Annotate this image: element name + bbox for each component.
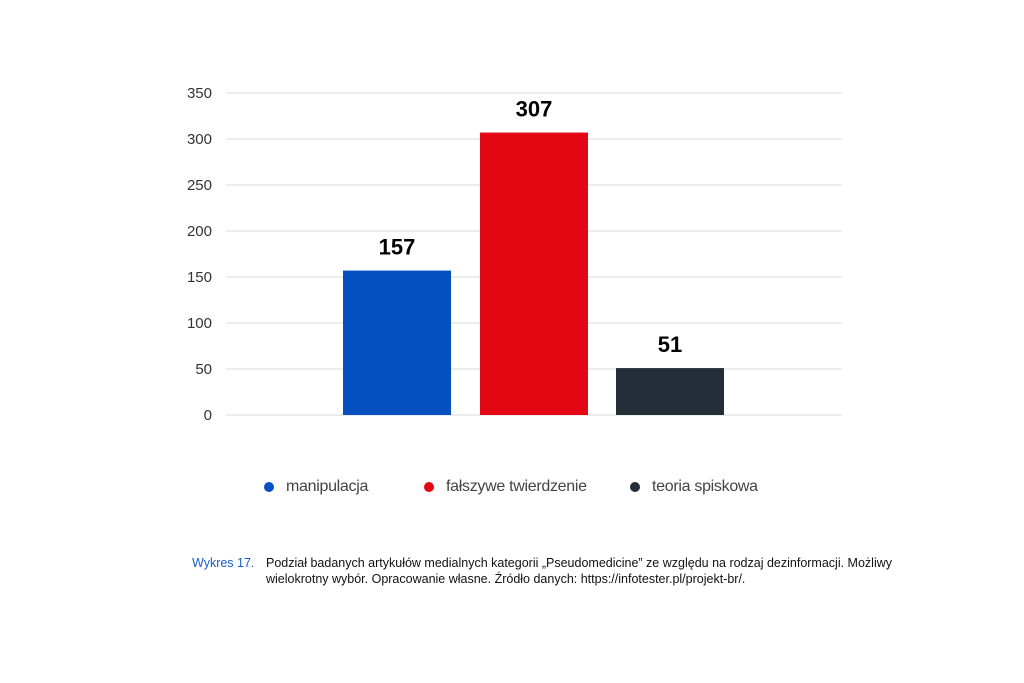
y-tick-label: 100 <box>187 315 212 332</box>
y-tick-label: 300 <box>187 131 212 148</box>
data-label: 307 <box>516 97 553 122</box>
y-axis: 0 50 100 150 200 250 300 350 <box>187 85 212 424</box>
y-tick-label: 350 <box>187 85 212 102</box>
caption-number: Wykres 17. <box>192 556 255 570</box>
y-tick-label: 150 <box>187 269 212 286</box>
legend-item-falszywe-twierdzenie: fałszywe twierdzenie <box>424 478 587 496</box>
legend-label: manipulacja <box>286 478 369 495</box>
data-labels: 157 307 51 <box>379 97 683 358</box>
y-tick-label: 200 <box>187 223 212 240</box>
legend-label: teoria spiskowa <box>652 478 758 495</box>
data-label: 157 <box>379 235 416 260</box>
bar-3 <box>616 368 724 415</box>
legend-dot-icon <box>264 482 274 492</box>
legend-label: fałszywe twierdzenie <box>446 478 587 495</box>
legend-dot-icon <box>630 482 640 492</box>
legend-item-manipulacja: manipulacja <box>264 478 368 496</box>
legend: manipulacja fałszywe twierdzenie teoria … <box>0 478 1024 502</box>
legend-dot-icon <box>424 482 434 492</box>
caption-text: Podział badanych artykułów medialnych ka… <box>266 556 892 586</box>
data-label: 51 <box>658 332 682 357</box>
y-tick-label: 250 <box>187 177 212 194</box>
y-tick-label: 50 <box>195 361 212 378</box>
bar-2 <box>480 132 588 415</box>
bar-chart: 0 50 100 150 200 250 300 350 157 307 51 <box>187 85 842 424</box>
bar-1 <box>343 270 451 415</box>
legend-item-teoria-spiskowa: teoria spiskowa <box>630 478 758 496</box>
y-tick-label: 0 <box>204 407 212 424</box>
bars <box>343 132 724 415</box>
